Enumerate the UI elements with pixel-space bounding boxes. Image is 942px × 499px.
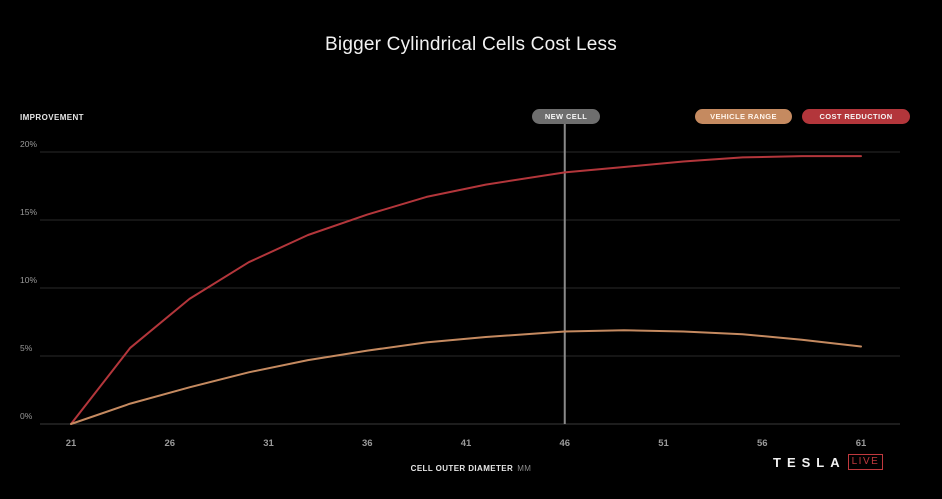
x-tick-label: 41 <box>461 438 472 449</box>
x-tick-label: 61 <box>856 438 867 449</box>
x-axis-unit: MM <box>517 464 532 473</box>
y-tick-label: 15% <box>20 207 37 217</box>
tesla-live-logo: TESLA LIVE <box>773 452 884 472</box>
series-line-vehicle-range <box>70 329 862 425</box>
x-tick-label: 46 <box>559 438 570 449</box>
y-tick-label: 20% <box>20 139 37 149</box>
x-axis-title: CELL OUTER DIAMETER <box>410 464 514 473</box>
y-tick-label: 10% <box>20 275 37 285</box>
x-tick-label: 26 <box>164 438 175 449</box>
y-tick-label: 5% <box>20 343 33 353</box>
x-tick-label: 31 <box>263 438 274 449</box>
x-tick-label: 51 <box>658 438 669 449</box>
x-axis-label: CELL OUTER DIAMETER MM <box>0 464 942 473</box>
y-tick-label: 0% <box>20 411 33 421</box>
series-line-cost-reduction <box>70 155 862 425</box>
chart-title: Bigger Cylindrical Cells Cost Less <box>325 34 617 55</box>
x-tick-label: 56 <box>757 438 768 449</box>
x-tick-label: 21 <box>66 438 77 449</box>
new-cell-label: NEW CELL <box>532 109 600 124</box>
tesla-wordmark: TESLA <box>773 454 846 470</box>
legend-cost-reduction: COST REDUCTION <box>802 109 910 124</box>
live-badge: LIVE <box>847 454 884 470</box>
y-axis-label: IMPROVEMENT <box>20 113 84 122</box>
x-tick-label: 36 <box>362 438 373 449</box>
legend-vehicle-range: VEHICLE RANGE <box>695 109 792 124</box>
